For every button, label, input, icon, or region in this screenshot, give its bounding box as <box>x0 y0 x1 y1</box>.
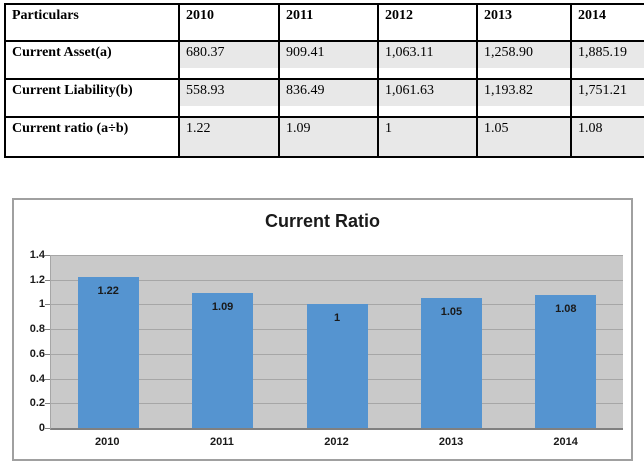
row-label: Current Asset(a) <box>12 45 112 60</box>
bar-2011: 1.09 <box>192 293 254 428</box>
x-axis-category-label: 2014 <box>553 436 578 448</box>
cell-value: 1,063.11 <box>380 43 475 68</box>
y-axis-tick-label: 1 <box>38 298 45 311</box>
y-axis-tick-mark <box>45 353 50 355</box>
cell-value: 1.08 <box>573 119 643 155</box>
cell-value: 909.41 <box>281 43 376 68</box>
cell-value: 1,193.82 <box>479 81 569 106</box>
gridline <box>51 255 623 256</box>
x-axis-labels: 2010 2011 2012 2013 2014 <box>50 436 623 448</box>
table-row-current-liability: Current Liability(b) 558.93 836.49 1,061… <box>4 78 644 118</box>
y-axis-tick-label: 0.4 <box>29 372 45 385</box>
x-axis-category-label: 2013 <box>438 436 464 448</box>
bar-slot: 1 <box>280 255 394 428</box>
y-axis-tick-label: 0.8 <box>29 323 45 336</box>
gridline <box>51 279 623 281</box>
table-row-current-asset: Current Asset(a) 680.37 909.41 1,063.11 … <box>4 40 644 80</box>
table-row-current-ratio: Current ratio (a÷b) 1.22 1.09 1 1.05 1.0… <box>4 116 644 158</box>
y-axis-tick-mark <box>45 403 50 405</box>
cell-value: 1,885.19 <box>573 43 643 68</box>
bar-2010: 1.22 <box>77 277 139 428</box>
x-axis-category-label: 2011 <box>209 436 234 448</box>
data-label: 1.08 <box>555 302 577 315</box>
column-header-2012: 2012 <box>385 8 413 23</box>
y-axis-tick-mark <box>45 304 50 306</box>
column-header-2014: 2014 <box>578 8 606 23</box>
y-axis-tick-mark <box>45 428 50 429</box>
bar-2012: 1 <box>306 304 368 428</box>
y-axis-tick-label: 0.6 <box>29 347 45 360</box>
cell-value: 558.93 <box>181 81 277 106</box>
y-axis-tick-label: 1.4 <box>29 249 45 261</box>
cell-value: 836.49 <box>281 81 376 106</box>
financial-ratio-table: Particulars 2010 2011 2012 2013 2014 Cur… <box>4 3 644 158</box>
bar-2014: 1.08 <box>535 294 597 428</box>
column-header-2010: 2010 <box>186 8 214 23</box>
bar-2013: 1.05 <box>420 298 482 428</box>
x-axis-category-label: 2010 <box>95 436 120 448</box>
plot-area: 1.22 1.09 1 1.05 1.08 <box>50 255 623 430</box>
bar-slot: 1.22 <box>51 255 165 428</box>
cell-value: 1,258.90 <box>479 43 569 68</box>
data-label: 1 <box>333 312 341 325</box>
y-axis-tick-label: 0.2 <box>29 397 45 410</box>
table-header-row: Particulars 2010 2011 2012 2013 2014 <box>4 3 644 42</box>
y-axis-tick-label: 1.2 <box>29 273 45 286</box>
chart-title: Current Ratio <box>264 211 380 231</box>
bar-slot: 1.08 <box>509 255 623 428</box>
column-header-2011: 2011 <box>286 8 314 23</box>
cell-value: 1 <box>380 119 475 155</box>
bar-slot: 1.09 <box>165 255 279 428</box>
y-axis-tick-mark <box>45 255 50 256</box>
y-axis-tick-label: 0 <box>38 422 45 434</box>
cell-value: 1.09 <box>281 119 376 155</box>
y-axis-tick-mark <box>45 279 50 281</box>
y-axis-tick-mark <box>45 378 50 380</box>
cell-value: 1,751.21 <box>573 81 643 106</box>
cell-value: 680.37 <box>181 43 277 68</box>
cell-value: 1,061.63 <box>380 81 475 106</box>
x-axis-category-label: 2012 <box>324 436 349 448</box>
bar-slot: 1.05 <box>394 255 508 428</box>
column-header-2013: 2013 <box>484 8 512 23</box>
data-label: 1.22 <box>97 285 119 298</box>
cell-value: 1.22 <box>181 119 277 155</box>
data-label: 1.09 <box>211 301 234 314</box>
data-label: 1.05 <box>440 306 463 319</box>
bar-series: 1.22 1.09 1 1.05 1.08 <box>51 255 623 428</box>
row-label: Current Liability(b) <box>12 83 133 98</box>
column-header-particulars: Particulars <box>12 8 79 23</box>
current-ratio-bar-chart: Current Ratio 1.22 1.09 1 1.05 1.08 2010 2011… <box>12 198 633 461</box>
cell-value: 1.05 <box>479 119 569 155</box>
y-axis-tick-mark <box>45 329 50 331</box>
row-label: Current ratio (a÷b) <box>12 121 129 136</box>
